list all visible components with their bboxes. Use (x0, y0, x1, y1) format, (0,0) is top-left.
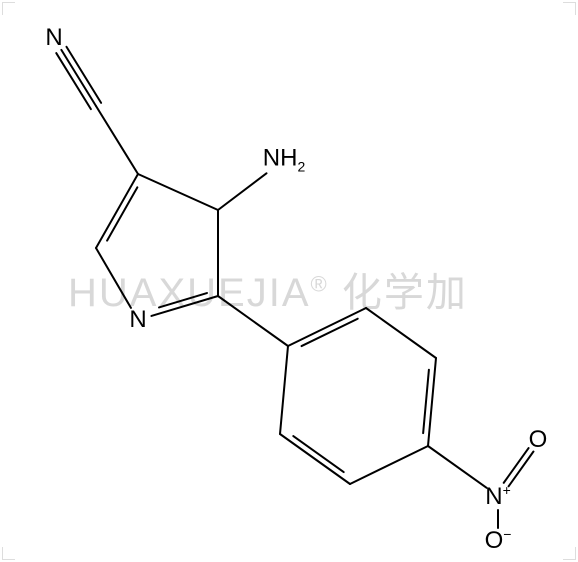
atom-N2: N (129, 308, 146, 332)
atom-O2: O− (485, 527, 512, 553)
atom-N_amino: NH2 (263, 147, 305, 174)
atom-N_nitrile: N (45, 26, 62, 50)
bond-layer (0, 0, 578, 562)
molecule-canvas: HUAXUEJIA® 化学加 NNNH2N+OO− (0, 0, 578, 562)
atom-O1: O (529, 428, 548, 452)
atom-N_nitro: N+ (485, 483, 511, 509)
